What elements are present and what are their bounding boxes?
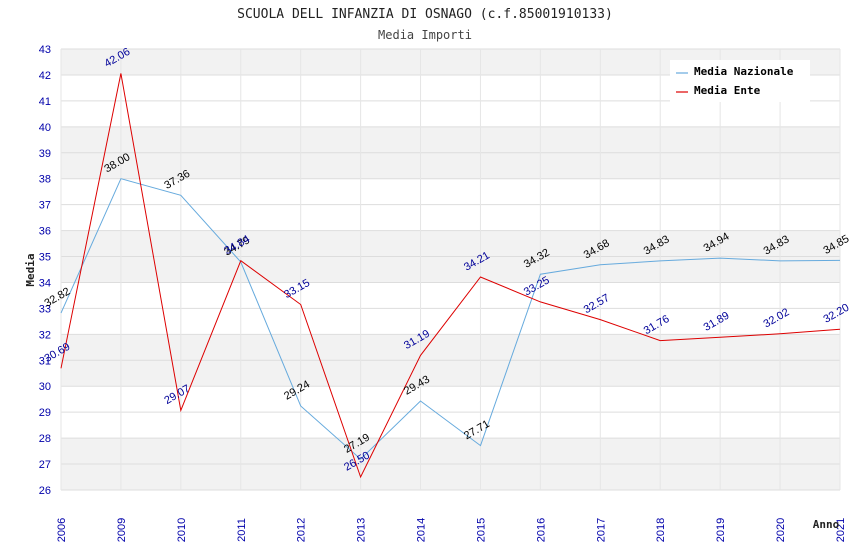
legend: Media Nazionale Media Ente [670, 60, 810, 102]
y-tick-label: 39 [39, 148, 51, 160]
x-tick-label: 2020 [775, 518, 787, 542]
y-tick-label: 33 [39, 303, 51, 315]
x-tick-label: 2021 [835, 518, 847, 542]
y-tick-label: 28 [39, 433, 51, 445]
y-axis-label: Media [24, 253, 37, 286]
x-tick-label: 2013 [356, 518, 368, 542]
x-tick-label: 2017 [595, 518, 607, 542]
y-tick-label: 36 [39, 226, 51, 238]
series-line-1 [60, 73, 841, 479]
chart-title: SCUOLA DELL INFANZIA DI OSNAGO (c.f.8500… [237, 7, 613, 22]
y-tick-label: 27 [39, 459, 51, 471]
y-tick-label: 35 [39, 252, 51, 264]
x-tick-label: 2009 [116, 518, 128, 542]
y-tick-label: 29 [39, 407, 51, 419]
y-tick-label: 32 [39, 329, 51, 341]
data-label: 31.89 [702, 310, 732, 334]
legend-label-nazionale: Media Nazionale [694, 65, 794, 78]
x-tick-label: 2018 [655, 518, 667, 542]
x-axis-label: Anno [813, 518, 840, 531]
x-tick-label: 2019 [715, 518, 727, 542]
y-tick-label: 41 [39, 96, 51, 108]
chart-subtitle: Media Importi [378, 28, 472, 42]
x-tick-label: 2015 [475, 518, 487, 542]
y-tick-label: 34 [39, 277, 51, 289]
x-tick-label: 2016 [535, 518, 547, 542]
data-label: 32.57 [582, 292, 612, 316]
x-axis-ticks: 2006 2009 2010 2011 2012 2013 2014 2015 2016 2017… [56, 518, 847, 542]
y-tick-label: 30 [39, 381, 51, 393]
y-axis-ticks: 26 27 28 29 30 31 32 33 34 35 36 37 38 39 40 41 42 43 [39, 44, 51, 497]
x-tick-label: 2006 [56, 518, 68, 542]
x-tick-label: 2010 [176, 518, 188, 542]
data-label: 31.76 [642, 313, 672, 337]
y-tick-label: 26 [39, 485, 51, 497]
y-tick-label: 40 [39, 122, 51, 134]
legend-label-ente: Media Ente [694, 84, 761, 97]
y-tick-label: 37 [39, 200, 51, 212]
y-tick-label: 38 [39, 174, 51, 186]
series-lines [60, 73, 841, 479]
data-label: 32.20 [822, 302, 850, 326]
x-tick-label: 2012 [296, 518, 308, 542]
y-tick-label: 43 [39, 44, 51, 56]
y-tick-label: 31 [39, 355, 51, 367]
gridlines [60, 48, 841, 491]
legend-box [670, 60, 810, 102]
data-label: 32.02 [762, 306, 792, 330]
x-tick-label: 2014 [416, 518, 428, 542]
y-tick-label: 42 [39, 70, 51, 82]
series-line-0 [60, 178, 841, 460]
x-tick-label: 2011 [236, 518, 248, 542]
